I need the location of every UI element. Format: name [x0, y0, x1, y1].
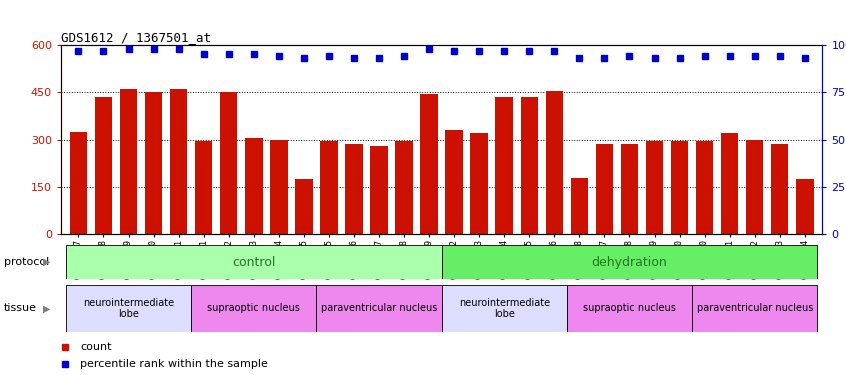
Bar — [195, 141, 212, 234]
Bar — [270, 140, 288, 234]
Bar — [95, 97, 113, 234]
Bar — [320, 141, 338, 234]
Text: ▶: ▶ — [43, 303, 51, 313]
Text: supraoptic nucleus: supraoptic nucleus — [207, 303, 300, 313]
Bar — [220, 92, 238, 234]
Bar — [796, 179, 814, 234]
Bar — [721, 134, 739, 234]
Text: paraventricular nucleus: paraventricular nucleus — [696, 303, 813, 313]
Bar — [120, 89, 137, 234]
Bar — [420, 94, 438, 234]
Bar — [371, 146, 387, 234]
Text: neurointermediate
lobe: neurointermediate lobe — [459, 298, 550, 319]
Text: control: control — [232, 256, 276, 268]
Bar — [145, 92, 162, 234]
Bar — [496, 97, 513, 234]
Text: dehydration: dehydration — [591, 256, 667, 268]
Bar — [520, 97, 538, 234]
Bar — [345, 144, 363, 234]
Text: percentile rank within the sample: percentile rank within the sample — [80, 359, 268, 369]
Text: ▶: ▶ — [43, 257, 51, 267]
Bar — [191, 285, 316, 332]
Bar — [695, 141, 713, 234]
Text: neurointermediate
lobe: neurointermediate lobe — [83, 298, 174, 319]
Bar — [645, 141, 663, 234]
Text: supraoptic nucleus: supraoptic nucleus — [583, 303, 676, 313]
Bar — [295, 179, 313, 234]
Bar — [69, 132, 87, 234]
Text: count: count — [80, 342, 112, 352]
Bar — [245, 138, 262, 234]
Bar — [570, 178, 588, 234]
Bar — [621, 144, 638, 234]
Bar — [692, 285, 817, 332]
Bar — [316, 285, 442, 332]
Text: protocol: protocol — [4, 257, 49, 267]
Text: GDS1612 / 1367501_at: GDS1612 / 1367501_at — [61, 31, 211, 44]
Bar — [746, 140, 763, 234]
Text: paraventricular nucleus: paraventricular nucleus — [321, 303, 437, 313]
Text: tissue: tissue — [4, 303, 37, 313]
Bar — [445, 130, 463, 234]
Bar — [546, 91, 563, 234]
Bar — [66, 245, 442, 279]
Bar — [470, 134, 488, 234]
Bar — [442, 245, 817, 279]
Bar — [771, 144, 788, 234]
Bar — [170, 89, 188, 234]
Bar — [596, 144, 613, 234]
Bar — [442, 285, 567, 332]
Bar — [66, 285, 191, 332]
Bar — [671, 141, 689, 234]
Bar — [395, 141, 413, 234]
Bar — [567, 285, 692, 332]
